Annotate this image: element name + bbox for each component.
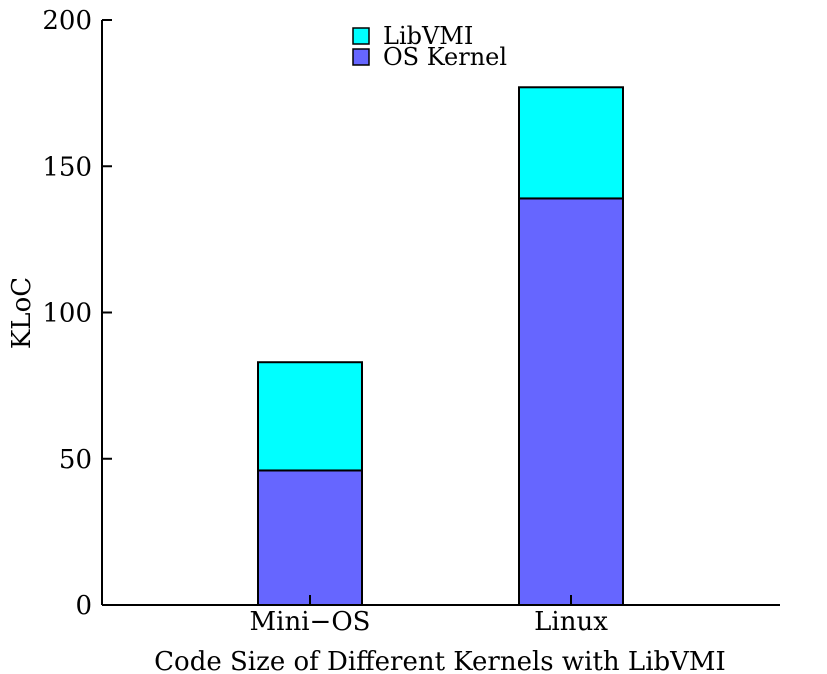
axes-group: [101, 20, 780, 606]
bar-segment-os-kernel: [257, 469, 363, 607]
y-tick-label: 200: [42, 6, 92, 36]
y-ticks-group: 0 50 100 150 200: [42, 6, 112, 621]
x-axis-title: Code Size of Different Kernels with LibV…: [154, 647, 726, 674]
y-tick-label: 50: [59, 445, 92, 475]
legend-label: OS Kernel: [383, 43, 507, 71]
x-tick-label: Linux: [534, 607, 608, 637]
y-axis-title: KLoC: [7, 277, 37, 349]
bar-segment-libvmi: [257, 361, 363, 472]
y-tick-label: 150: [42, 152, 92, 182]
legend-swatch: [352, 27, 370, 45]
bar-segment-libvmi: [518, 86, 624, 200]
y-tick-label: 100: [42, 299, 92, 329]
y-tick-label: 0: [75, 591, 92, 621]
legend-swatch: [352, 48, 370, 66]
bars-group: [257, 86, 624, 607]
legend-label: LibVMI: [383, 22, 473, 50]
bar-segment-os-kernel: [518, 197, 624, 607]
x-ticks-group: Mini−OS Linux: [250, 595, 608, 637]
x-tick-label: Mini−OS: [250, 607, 371, 637]
